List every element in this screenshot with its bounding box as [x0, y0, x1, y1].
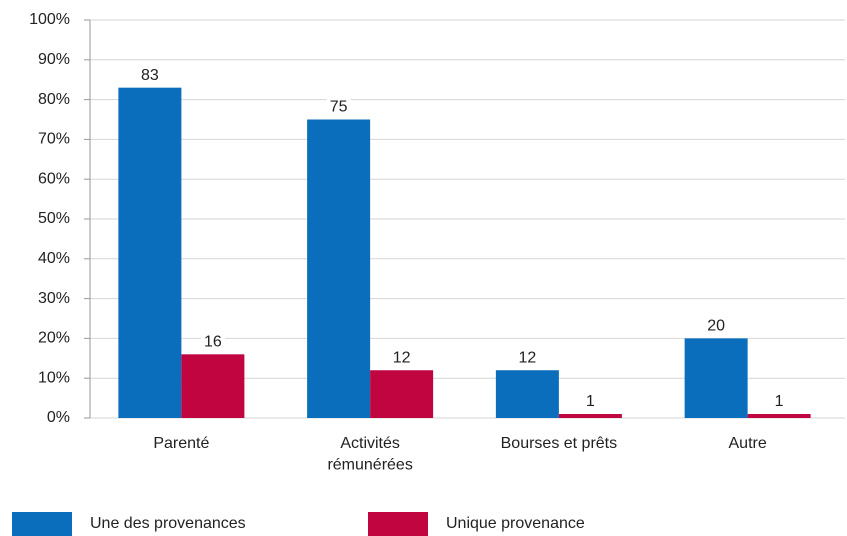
- value-label-bg: [200, 333, 225, 350]
- value-label: 20: [707, 318, 725, 335]
- value-label: 1: [775, 393, 784, 410]
- y-tick-label: 80%: [38, 91, 70, 108]
- value-label: 16: [204, 334, 222, 351]
- value-label-bg: [326, 98, 351, 115]
- bar: [118, 87, 182, 418]
- bar: [370, 370, 434, 418]
- value-label: 1: [586, 393, 595, 410]
- x-tick-label: Parenté: [153, 435, 209, 452]
- y-tick-label: 0%: [47, 409, 70, 426]
- value-label-bg: [578, 393, 603, 410]
- legend-label: Une des provenances: [90, 515, 246, 532]
- y-tick-label: 70%: [38, 131, 70, 148]
- value-label-bg: [767, 393, 792, 410]
- value-label: 83: [141, 67, 159, 84]
- value-label: 75: [330, 99, 348, 116]
- bar: [558, 414, 622, 418]
- bar: [307, 119, 371, 418]
- bar: [747, 414, 811, 418]
- value-label-bg: [515, 349, 540, 366]
- legend-swatch: [12, 512, 72, 536]
- value-label-bg: [389, 349, 414, 366]
- y-tick-label: 30%: [38, 290, 70, 307]
- y-tick-label: 60%: [38, 170, 70, 187]
- y-tick-label: 90%: [38, 51, 70, 68]
- value-label: 12: [518, 349, 536, 366]
- value-label-bg: [704, 317, 729, 334]
- y-tick-label: 100%: [29, 11, 70, 28]
- legend-label: Unique provenance: [446, 515, 585, 532]
- bar: [684, 338, 748, 418]
- x-tick-label: Autre: [729, 435, 767, 452]
- y-tick-label: 20%: [38, 330, 70, 347]
- bar: [495, 370, 559, 418]
- y-tick-label: 10%: [38, 369, 70, 386]
- bar: [181, 354, 245, 418]
- legend-swatch: [368, 512, 428, 536]
- y-tick-label: 40%: [38, 250, 70, 267]
- value-label-bg: [137, 66, 162, 83]
- value-label: 12: [393, 349, 411, 366]
- x-tick-label: Bourses et prêts: [501, 435, 618, 452]
- y-tick-label: 50%: [38, 210, 70, 227]
- x-tick-label: Activités rémunérées: [327, 435, 412, 474]
